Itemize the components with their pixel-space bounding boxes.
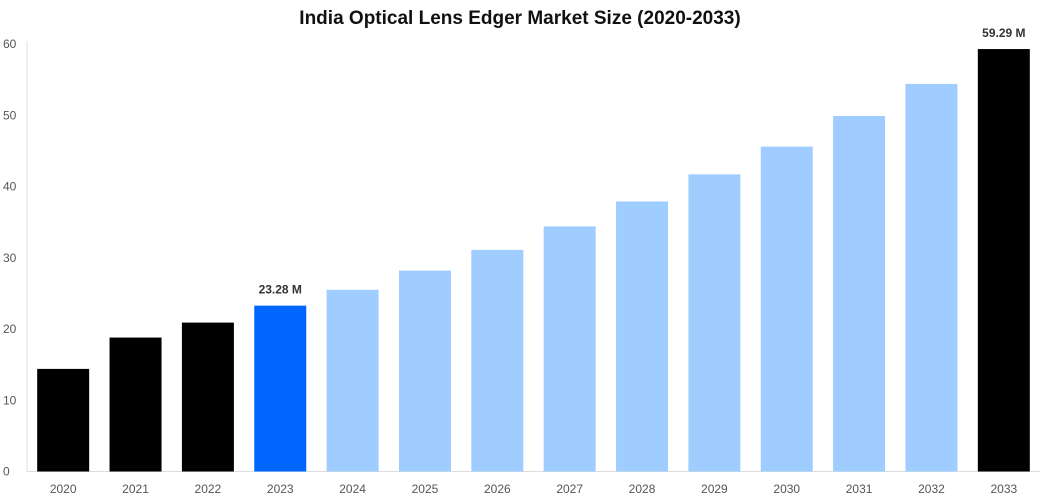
- chart-title: India Optical Lens Edger Market Size (20…: [299, 8, 741, 29]
- bar-2033: [977, 49, 1030, 472]
- bar-2020: [37, 368, 90, 472]
- x-tick-label: 2022: [195, 482, 222, 496]
- data-label: 59.29 M: [982, 26, 1025, 40]
- bar-2024: [326, 289, 379, 472]
- x-tick-label: 2028: [629, 482, 656, 496]
- data-label: 23.28 M: [259, 283, 302, 297]
- y-tick-label: 20: [3, 322, 17, 336]
- bar-2025: [398, 270, 451, 472]
- y-tick-label: 10: [3, 393, 17, 407]
- bar-2030: [760, 146, 813, 472]
- bar-2023: [254, 305, 307, 472]
- bar-2029: [688, 174, 741, 472]
- bar-2026: [471, 249, 524, 472]
- bar-2028: [616, 201, 669, 472]
- bar-2031: [833, 115, 886, 472]
- x-tick-label: 2020: [50, 482, 77, 496]
- bar-2032: [905, 83, 958, 472]
- x-tick-label: 2030: [773, 482, 800, 496]
- bar-2021: [109, 337, 162, 472]
- y-tick-label: 40: [3, 180, 17, 194]
- x-tick-label: 2027: [556, 482, 583, 496]
- x-tick-label: 2033: [990, 482, 1017, 496]
- x-tick-label: 2026: [484, 482, 511, 496]
- bar-2027: [543, 226, 596, 472]
- bar-2022: [181, 322, 234, 472]
- x-tick-label: 2031: [846, 482, 873, 496]
- x-tick-label: 2023: [267, 482, 294, 496]
- y-tick-label: 0: [3, 465, 10, 479]
- x-tick-label: 2029: [701, 482, 728, 496]
- x-tick-label: 2032: [918, 482, 945, 496]
- y-tick-label: 50: [3, 108, 17, 122]
- x-tick-label: 2024: [339, 482, 366, 496]
- y-tick-label: 30: [3, 251, 17, 265]
- x-tick-label: 2025: [412, 482, 439, 496]
- y-tick-label: 60: [3, 37, 17, 51]
- x-tick-label: 2021: [122, 482, 149, 496]
